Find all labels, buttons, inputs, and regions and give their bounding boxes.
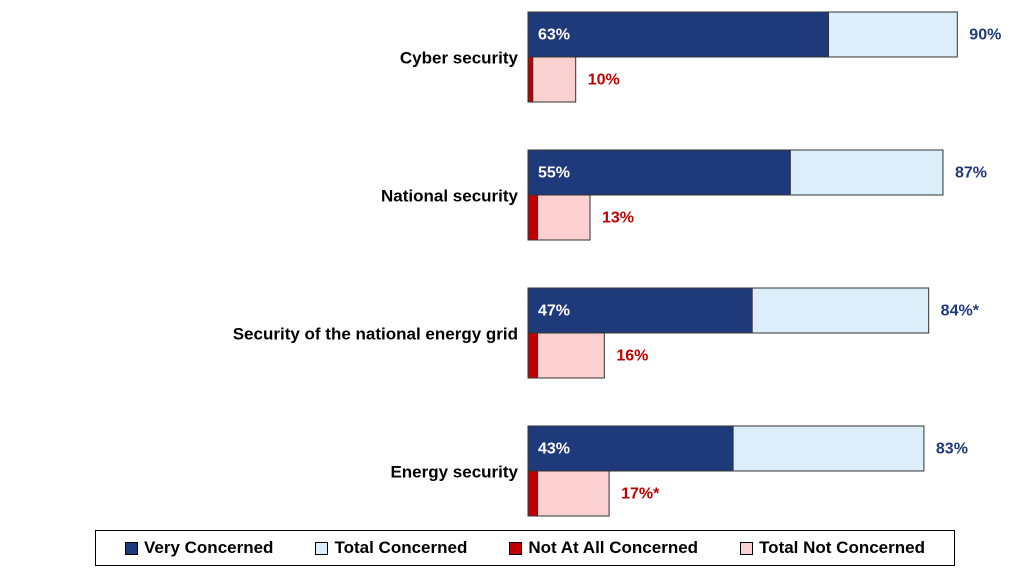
category-label-security-of-the-national-energy-grid: Security of the national energy grid <box>233 324 518 343</box>
legend-item-very-concerned: Very Concerned <box>125 538 273 558</box>
label-very-concerned-national-security: 55% <box>538 165 570 182</box>
category-label-cyber-security: Cyber security <box>400 48 519 67</box>
bar-very-concerned-energy-security <box>527 425 734 472</box>
label-total-not-concerned-cyber-security: 10% <box>588 72 620 89</box>
legend-label-total-concerned: Total Concerned <box>334 538 468 557</box>
category-label-energy-security: Energy security <box>390 462 518 481</box>
legend-label-very-concerned: Very Concerned <box>144 538 274 557</box>
bar-not-at-all-concerned-energy-security <box>527 470 539 517</box>
bar-total-not-concerned-energy-security <box>527 470 610 517</box>
label-total-concerned-energy-security: 83% <box>936 441 968 458</box>
bar-chart: Cyber security 63% 90% 10% National security… <box>233 11 1001 517</box>
legend-item-not-at-all-concerned: Not At All Concerned <box>509 538 698 558</box>
bar-total-not-concerned-national-security <box>527 194 591 241</box>
label-very-concerned-cyber-security: 63% <box>538 27 570 44</box>
bar-very-concerned-cyber-security <box>527 11 830 58</box>
label-total-concerned-national-security: 87% <box>955 165 987 182</box>
label-total-not-concerned-national-security: 13% <box>602 210 634 227</box>
label-very-concerned-energy-security: 43% <box>538 441 570 458</box>
label-total-not-concerned-energy-security: 17%* <box>621 486 660 503</box>
legend-item-total-not-concerned: Total Not Concerned <box>740 538 925 558</box>
chart-legend: Very Concerned Total Concerned Not At Al… <box>95 530 955 566</box>
label-total-concerned-cyber-security: 90% <box>969 27 1001 44</box>
label-total-concerned-security-of-the-national-energy-grid: 84%* <box>941 303 980 320</box>
bar-total-not-concerned-security-of-the-national-energy-grid <box>527 332 605 379</box>
legend-item-total-concerned: Total Concerned <box>315 538 467 558</box>
legend-label-not-at-all-concerned: Not At All Concerned <box>528 538 699 557</box>
bar-not-at-all-concerned-cyber-security <box>527 56 534 103</box>
bar-not-at-all-concerned-security-of-the-national-energy-grid <box>527 332 539 379</box>
bar-very-concerned-national-security <box>527 149 791 196</box>
label-very-concerned-security-of-the-national-energy-grid: 47% <box>538 303 570 320</box>
legend-swatch-total-not-concerned <box>740 541 754 555</box>
legend-swatch-not-at-all-concerned <box>509 541 523 555</box>
legend-label-total-not-concerned: Total Not Concerned <box>759 538 925 557</box>
legend-swatch-total-concerned <box>315 541 329 555</box>
bar-very-concerned-security-of-the-national-energy-grid <box>527 287 753 334</box>
category-label-national-security: National security <box>381 186 519 205</box>
legend-swatch-very-concerned <box>125 541 138 555</box>
bar-not-at-all-concerned-national-security <box>527 194 539 241</box>
bar-total-not-concerned-cyber-security <box>527 56 577 103</box>
label-total-not-concerned-security-of-the-national-energy-grid: 16% <box>616 348 648 365</box>
